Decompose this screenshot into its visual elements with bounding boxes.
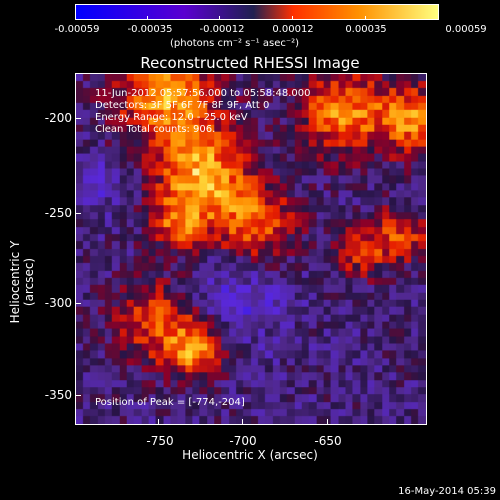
timestamp-footer: 16-May-2014 05:39: [398, 486, 496, 497]
colorbar-tick: [365, 16, 366, 20]
energy-range-text: Energy Range: 12.0 - 25.0 keV: [95, 112, 248, 123]
colorbar-label: 0.00059: [445, 24, 487, 35]
time-range-text: 11-Jun-2012 05:57:56.000 to 05:58:48.000: [95, 88, 311, 99]
colorbar-tick: [147, 16, 148, 20]
colorbar-tick: [219, 16, 220, 20]
x-tick: [158, 419, 159, 425]
detectors-text: Detectors: 3F 5F 6F 7F 8F 9F, Att 0: [95, 100, 270, 111]
y-tick: [75, 395, 81, 396]
peak-position-text: Position of Peak = [-774,-204]: [95, 397, 245, 408]
colorbar-label: 0.00035: [345, 24, 387, 35]
x-tick-label: -750: [146, 434, 174, 448]
x-tick-label: -700: [229, 434, 257, 448]
colorbar-tick: [292, 16, 293, 20]
colorbar-tick: [438, 16, 439, 20]
y-tick: [75, 213, 81, 214]
y-tick-label: -300: [44, 296, 72, 310]
x-tick: [327, 419, 328, 425]
colorbar-tick: [75, 16, 76, 20]
y-tick-label: -200: [44, 111, 72, 125]
y-axis-title: Heliocentric Y (arcsec): [8, 240, 36, 324]
y-tick-label: -250: [44, 206, 72, 220]
clean-counts-text: Clean Total counts: 906.: [95, 124, 216, 135]
plot-title: Reconstructed RHESSI Image: [140, 54, 360, 72]
colorbar-label: -0.00035: [127, 24, 173, 35]
colorbar-label: -0.00059: [54, 24, 100, 35]
colorbar: [75, 4, 439, 20]
x-tick-label: -650: [314, 434, 342, 448]
colorbar-units: (photons cm⁻² s⁻¹ asec⁻²): [170, 38, 300, 49]
y-tick: [75, 303, 81, 304]
colorbar-label: -0.00012: [199, 24, 245, 35]
x-tick: [242, 419, 243, 425]
heatmap-canvas: [76, 74, 426, 424]
y-tick: [75, 118, 81, 119]
y-tick-label: -350: [44, 388, 72, 402]
x-axis-title: Heliocentric X (arcsec): [182, 448, 318, 462]
rhessi-image-panel: [75, 73, 427, 425]
colorbar-label: 0.00012: [272, 24, 314, 35]
